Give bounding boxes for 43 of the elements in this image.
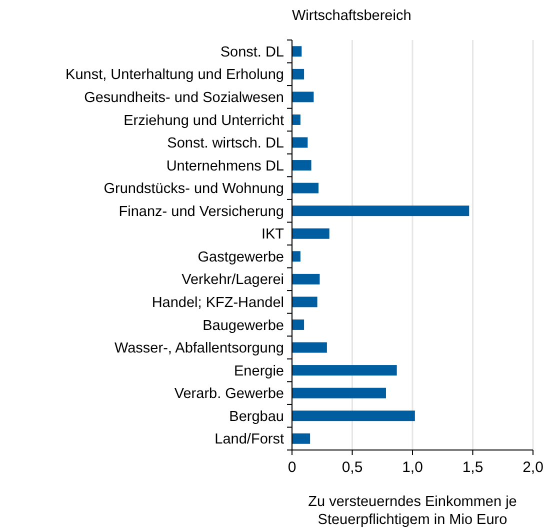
bar [292,92,314,102]
bar [292,46,302,57]
bar [292,274,320,284]
x-tick-label: 1,5 [462,459,484,476]
y-tick-label: IKT [261,226,284,243]
bar [292,160,312,171]
y-tick-label: Finanz- und Versicherung [118,204,284,220]
y-tick-label: Sonst. wirtsch. DL [167,136,284,152]
y-tick-label: Bergbau [229,408,284,425]
y-axis-title: Wirtschaftsbereich [292,8,412,24]
x-axis-title: Zu versteuerndes Einkommen je Steuerpflichtigem in Mio Euro [308,494,517,528]
bar [292,433,310,444]
y-tick-label: Unternehmens DL [166,158,284,174]
bar [292,410,415,422]
bar [292,319,304,330]
y-tick-label: Energie [234,363,284,380]
x-tick-label: 0 [288,459,296,476]
y-tick-label: Kunst, Unterhaltung und Erholung [66,67,284,84]
bar [292,206,470,216]
y-tick-label: Verarb. Gewerbe [174,386,284,402]
y-tick-label: Gesundheits- und Sozialwesen [84,90,284,106]
bar [292,388,386,398]
y-tick-label: Baugewerbe [202,318,284,334]
y-tick-label: Sonst. DL [220,44,284,60]
bar [292,296,318,308]
y-tick-label: Land/Forst [214,432,284,448]
bar [292,114,300,125]
y-tick-label: Erziehung und Unterricht [124,112,284,129]
y-tick-label: Grundstücks- und Wohnung [104,181,284,198]
bar [292,182,319,194]
bar [292,342,327,353]
bar [292,68,304,80]
bar [292,137,308,148]
bar [292,251,300,262]
bar [292,228,330,239]
x-tick-label: 1,0 [402,459,423,476]
x-tick-label: 0,5 [342,459,363,476]
y-tick-label: Handel; KFZ-Handel [152,295,284,312]
y-tick-label: Verkehr/Lagerei [182,272,284,288]
bar [292,365,397,376]
x-tick-label: 2,0 [522,459,544,476]
y-tick-label: Gastgewerbe [198,249,284,266]
y-tick-label: Wasser-, Abfallentsorgung [114,340,284,357]
